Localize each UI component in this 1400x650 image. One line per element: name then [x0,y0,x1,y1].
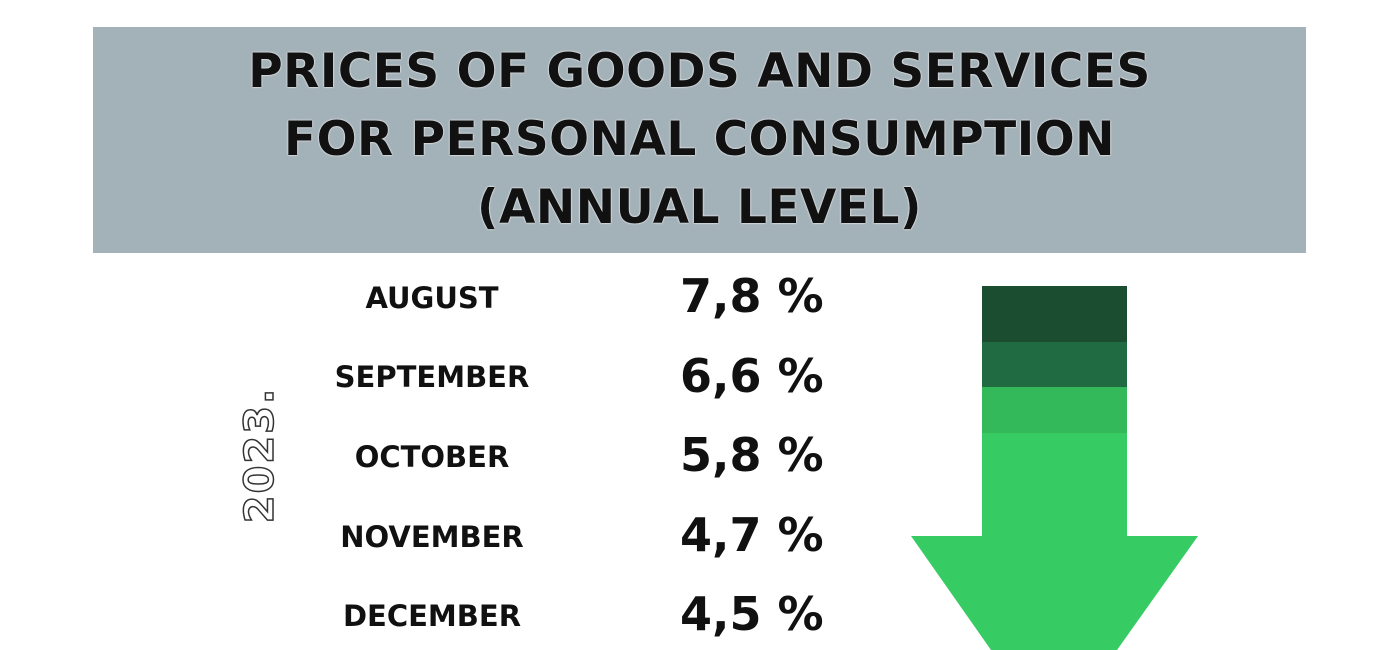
month-label: OCTOBER [354,440,510,474]
arrow-band-2 [982,342,1127,387]
value-label: 4,7 % [680,508,824,562]
value-label: 7,8 % [680,269,824,323]
title-line-3: (ANNUAL LEVEL) [477,180,922,235]
title-line-1: PRICES OF GOODS AND SERVICES [248,44,1151,99]
month-label: SEPTEMBER [334,360,530,394]
value-label: 6,6 % [680,349,824,403]
month-label: NOVEMBER [340,520,524,554]
arrow-band-1 [982,286,1127,342]
month-label: AUGUST [365,281,499,315]
arrow-band-3 [982,387,1127,433]
value-label: 5,8 % [680,428,824,482]
month-label: DECEMBER [342,599,522,633]
title-line-2: FOR PERSONAL CONSUMPTION [283,112,1116,167]
title-banner: PRICES OF GOODS AND SERVICES FOR PERSONA… [93,27,1306,253]
value-label: 4,5 % [680,587,824,641]
